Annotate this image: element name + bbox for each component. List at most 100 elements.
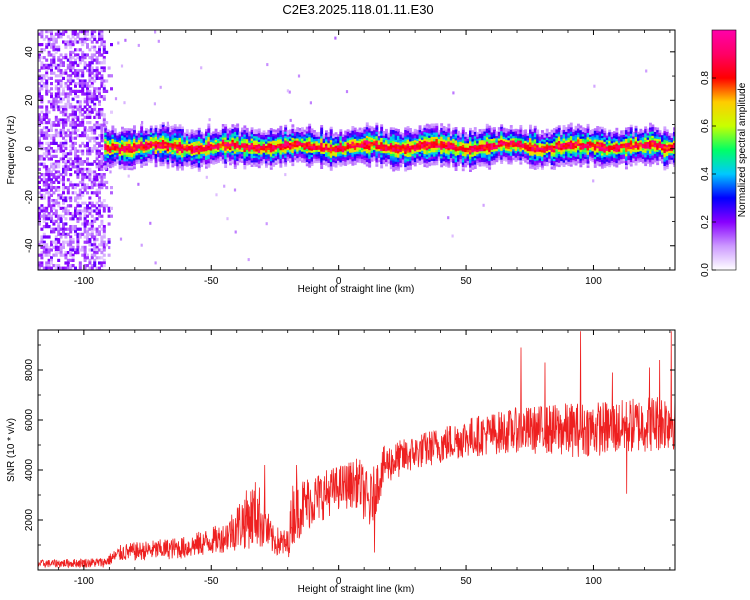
spectrogram-cell: [524, 149, 528, 152]
spectrogram-cell: [107, 66, 111, 70]
spectrogram-cell: [284, 161, 288, 165]
spectrogram-cell: [581, 129, 585, 133]
spectrogram-cell: [281, 138, 285, 142]
spectrogram-cell: [298, 138, 302, 142]
spectrogram-cell: [329, 157, 333, 160]
spectrogram-cell: [133, 144, 136, 148]
spectrogram-cell: [500, 130, 504, 134]
spectrogram-cell: [71, 89, 75, 93]
spectrogram-cell: [329, 155, 333, 158]
spectrogram-cell: [490, 151, 494, 155]
spectrogram-cell: [538, 153, 542, 157]
spectrogram-cell: [214, 137, 218, 140]
spectrogram-cell: [433, 125, 436, 129]
spectrogram-cell: [95, 58, 99, 62]
spectrogram-cell: [38, 113, 41, 117]
spectrogram-cell: [519, 162, 523, 165]
spectrogram-cell: [231, 143, 235, 147]
spectrogram-cell: [164, 130, 168, 133]
spectrogram-cell: [214, 135, 218, 138]
spectrogram-cell: [102, 118, 106, 122]
spectrogram-cell: [90, 243, 94, 247]
spectrogram-cell: [47, 147, 51, 151]
spectrogram-cell: [42, 173, 46, 177]
spectrogram-cell: [274, 142, 278, 146]
spectrogram-cell: [332, 144, 336, 148]
spectrogram-cell: [361, 130, 364, 133]
spectrogram-cell: [457, 130, 460, 134]
spectrogram-cell: [404, 131, 408, 135]
spectrogram-cell: [413, 128, 417, 132]
spectrogram-cell: [310, 150, 314, 153]
spectrogram-cell: [250, 129, 254, 133]
spectrogram-cell: [154, 147, 158, 150]
spectrogram-cell: [397, 150, 400, 154]
spectrogram-cell: [375, 133, 379, 137]
spectrogram-cell: [236, 136, 240, 140]
spectrogram-cell: [86, 162, 89, 166]
spectrogram-cell: [344, 159, 348, 162]
spectrogram-cell: [339, 153, 343, 156]
spectrogram-cell: [149, 130, 153, 133]
spectrogram-cell: [447, 136, 451, 140]
spectrogram-cell: [57, 175, 61, 179]
spectrogram-cell: [265, 147, 268, 151]
spectrogram-cell: [86, 108, 89, 112]
spectrogram-cell: [40, 144, 44, 148]
spectrogram-cell: [226, 130, 230, 134]
spectrogram-cell: [169, 131, 172, 135]
spectrogram-cell: [93, 173, 97, 177]
spectrogram-cell: [243, 145, 247, 148]
spectrogram-cell: [83, 173, 87, 177]
spectrogram-cell: [173, 130, 177, 134]
spectrogram-cell: [305, 152, 309, 156]
spectrogram-cell: [233, 188, 237, 192]
spectrogram-cell: [514, 157, 518, 160]
spectrogram-cell: [579, 132, 583, 135]
spectrogram-cell: [76, 162, 80, 166]
spectrogram-cell: [464, 156, 468, 159]
spectrogram-cell: [418, 162, 422, 165]
spectrogram-cell: [100, 238, 104, 242]
spectrogram-cell: [140, 158, 144, 162]
spectrogram-cell: [315, 140, 319, 144]
spectrogram-cell: [45, 121, 49, 125]
spectrogram-cell: [81, 170, 85, 174]
spectrogram-cell: [71, 43, 75, 47]
spectrogram-cell: [47, 183, 51, 187]
spectrogram-cell: [293, 129, 297, 132]
spectrogram-cell: [233, 133, 237, 137]
spectrogram-cell: [272, 162, 276, 165]
spectrogram-cell: [442, 150, 446, 153]
spectrogram-cell: [83, 186, 87, 190]
spectrogram-cell: [550, 151, 554, 155]
spectrogram-cell: [423, 153, 427, 157]
spectrogram-cell: [447, 149, 451, 153]
spectrogram-cell: [116, 143, 120, 147]
spectrogram-cell: [81, 193, 85, 197]
spectrogram-cell: [497, 135, 501, 139]
spectrogram-cell: [54, 100, 58, 104]
spectrogram-cell: [214, 159, 218, 162]
spectrogram-cell: [538, 155, 542, 159]
spectrogram-cell: [171, 162, 175, 166]
spectrogram-cell: [293, 133, 297, 137]
spectrogram-cell: [301, 157, 304, 161]
spectrogram-cell: [313, 149, 316, 153]
spectrogram-cell: [133, 166, 136, 170]
spectrogram-cell: [100, 165, 104, 169]
spectrogram-cell: [74, 40, 77, 44]
spectrogram-cell: [59, 35, 63, 39]
spectrogram-cell: [88, 128, 92, 132]
spectrogram-cell: [536, 136, 540, 139]
spectrogram-cell: [47, 152, 51, 156]
spectrogram-cell: [81, 58, 85, 62]
spectrogram-cell: [71, 56, 75, 60]
spectrogram-cell: [90, 235, 94, 239]
spectrogram-cell: [387, 134, 391, 138]
spectrogram-cell: [322, 157, 326, 161]
spectrogram-cell: [533, 130, 537, 133]
spectrogram-cell: [116, 132, 120, 136]
spectrogram-cell: [457, 154, 460, 158]
spectrogram-cell: [296, 153, 300, 156]
